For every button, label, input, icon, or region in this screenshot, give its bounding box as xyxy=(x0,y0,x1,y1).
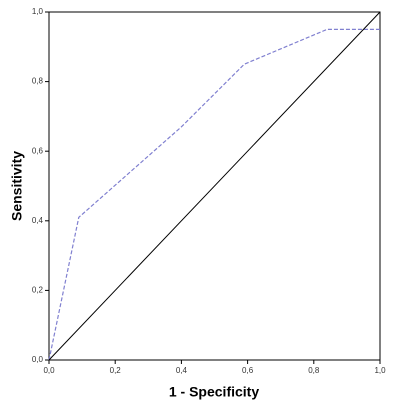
y-axis-title: Sensitivity xyxy=(9,151,25,221)
y-tick-label: 0,0 xyxy=(32,355,44,364)
x-tick-label: 0,2 xyxy=(110,366,122,375)
y-tick-label: 0,8 xyxy=(32,77,44,86)
y-tick-label: 0,6 xyxy=(32,146,44,155)
x-tick-label: 0,4 xyxy=(176,366,188,375)
roc-curve xyxy=(48,28,380,361)
plot-frame xyxy=(48,11,381,361)
x-tick-label: 0,6 xyxy=(242,366,254,375)
x-tick-label: 1,0 xyxy=(374,366,386,375)
x-tick-label: 0,8 xyxy=(308,366,320,375)
x-tick-label: 0,0 xyxy=(43,366,55,375)
y-tick-label: 0,2 xyxy=(32,286,44,295)
y-tick-label: 0,4 xyxy=(32,216,44,225)
reference-line xyxy=(48,11,381,361)
x-axis-title: 1 - Specificity xyxy=(169,384,259,400)
y-tick-label: 1,0 xyxy=(32,7,44,16)
